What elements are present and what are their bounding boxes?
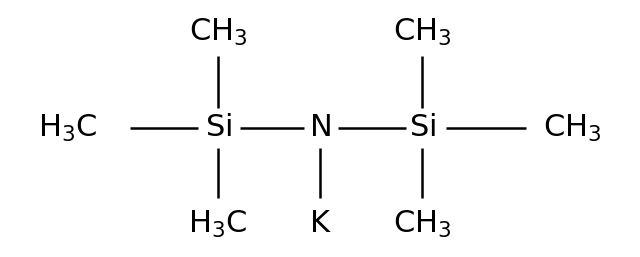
Text: $\mathsf{H_3C}$: $\mathsf{H_3C}$ bbox=[38, 113, 98, 144]
Text: $\mathsf{CH_3}$: $\mathsf{CH_3}$ bbox=[393, 16, 451, 48]
Text: $\mathsf{CH_3}$: $\mathsf{CH_3}$ bbox=[189, 16, 247, 48]
Text: $\mathsf{N}$: $\mathsf{N}$ bbox=[309, 114, 331, 142]
Text: $\mathsf{Si}$: $\mathsf{Si}$ bbox=[408, 114, 435, 142]
Text: $\mathsf{K}$: $\mathsf{K}$ bbox=[308, 209, 332, 238]
Text: $\mathsf{H_3C}$: $\mathsf{H_3C}$ bbox=[188, 208, 248, 240]
Text: $\mathsf{CH_3}$: $\mathsf{CH_3}$ bbox=[393, 208, 451, 240]
Text: $\mathsf{CH_3}$: $\mathsf{CH_3}$ bbox=[543, 113, 601, 144]
Text: $\mathsf{Si}$: $\mathsf{Si}$ bbox=[205, 114, 232, 142]
